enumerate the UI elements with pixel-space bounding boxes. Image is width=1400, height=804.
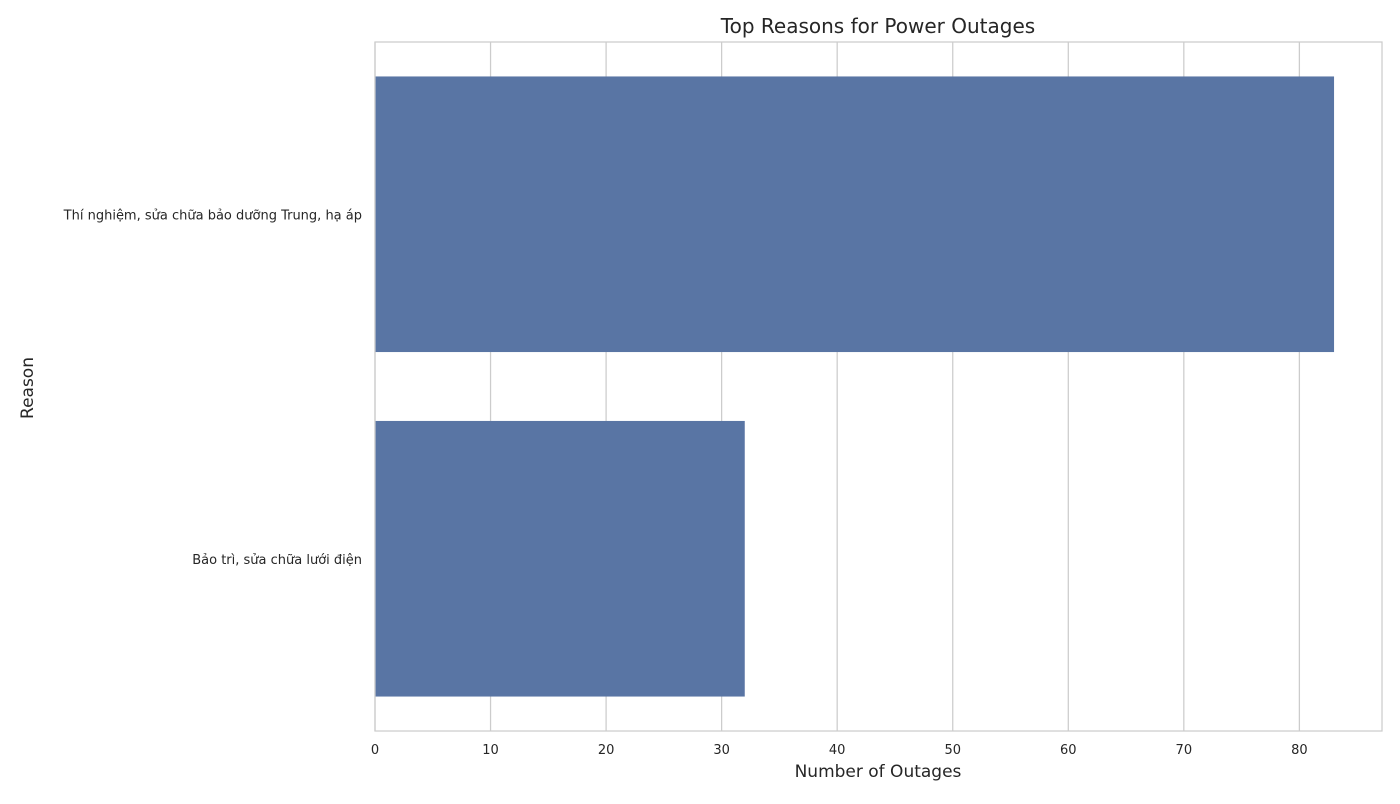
bar	[375, 76, 1335, 353]
x-tick-label: 10	[482, 743, 499, 758]
x-tick-label: 20	[598, 743, 615, 758]
x-tick-label: 50	[944, 743, 961, 758]
y-tick-label: Bảo trì, sửa chữa lưới điện	[192, 553, 362, 568]
x-tick-label: 70	[1176, 743, 1193, 758]
x-tick-label: 0	[371, 743, 379, 758]
chart-title: Top Reasons for Power Outages	[720, 14, 1035, 38]
plot-frame	[374, 41, 1383, 732]
x-tick-label: 40	[829, 743, 846, 758]
x-tick-label: 80	[1291, 743, 1308, 758]
x-tick-label: 60	[1060, 743, 1077, 758]
bar	[375, 420, 745, 697]
x-axis-label: Number of Outages	[795, 762, 962, 782]
y-tick-labels: Thí nghiệm, sửa chữa bảo dưỡng Trung, hạ…	[63, 208, 362, 568]
y-axis-label: Reason	[18, 357, 38, 419]
x-tick-label: 30	[713, 743, 730, 758]
bars	[375, 76, 1335, 697]
y-tick-label: Thí nghiệm, sửa chữa bảo dưỡng Trung, hạ…	[63, 208, 362, 223]
x-tick-labels: 0 10 20 30 40 50 60 70 80	[371, 743, 1308, 758]
